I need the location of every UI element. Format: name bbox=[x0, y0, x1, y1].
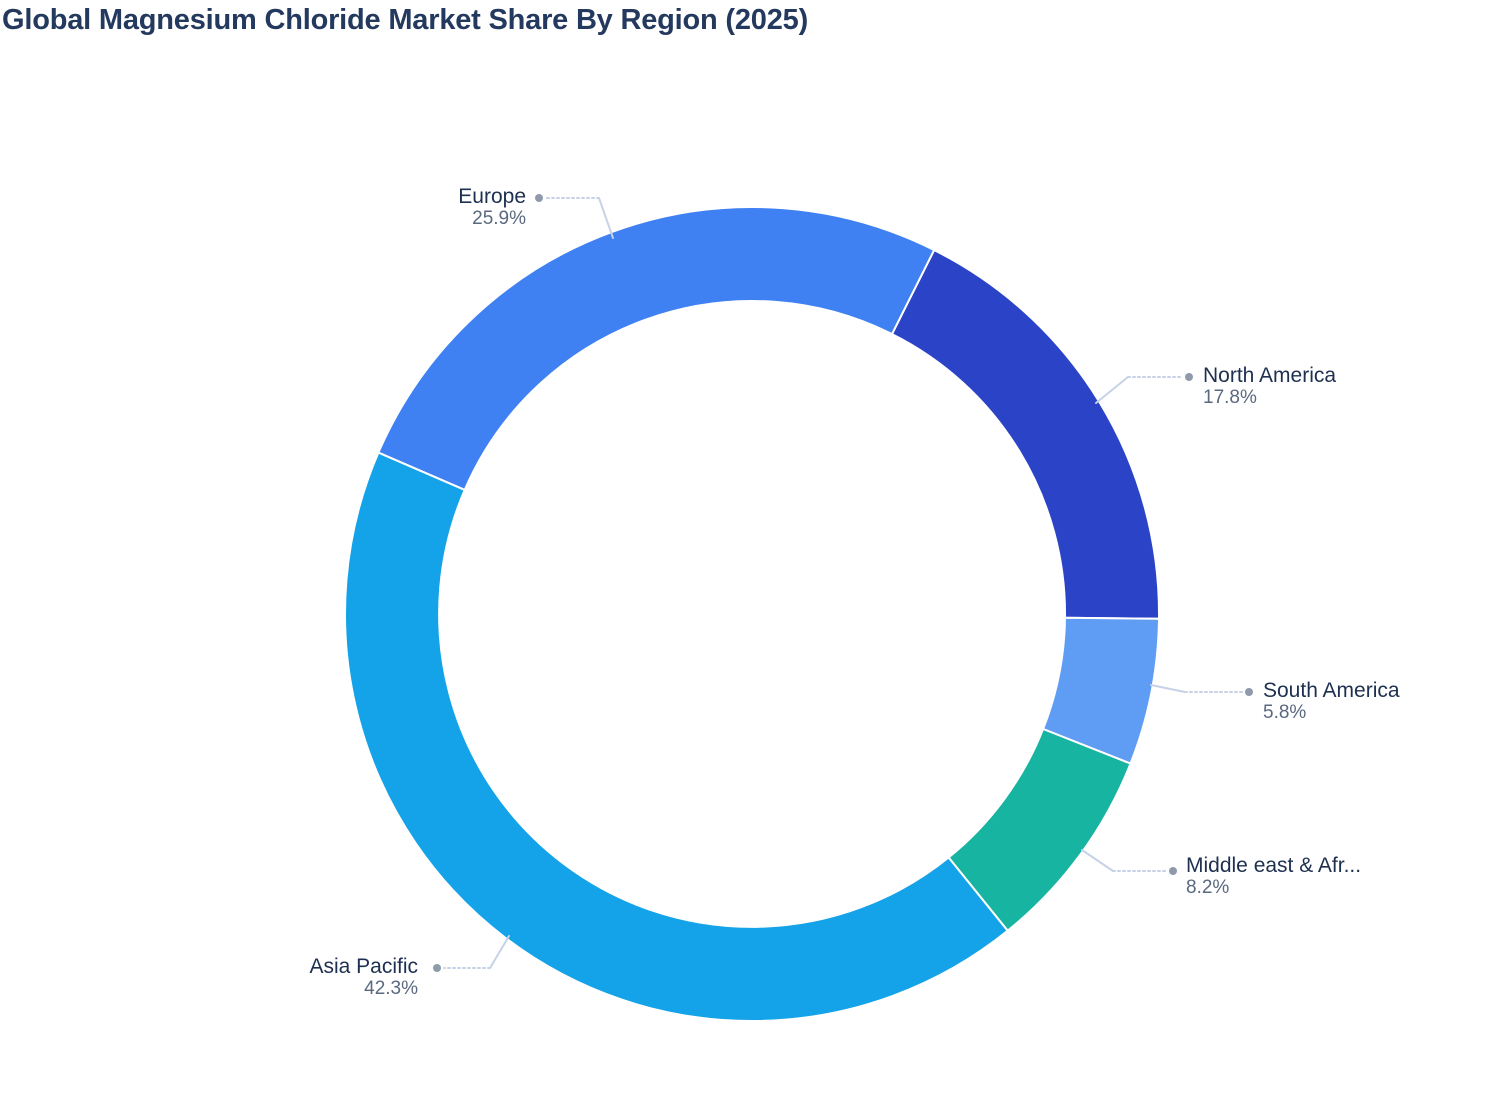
leader-line-middle-east-afr-diagonal bbox=[1081, 849, 1114, 872]
region-value: 42.3% bbox=[364, 978, 418, 999]
leader-dot-south-america bbox=[1245, 688, 1253, 696]
leader-line-asia-pacific-diagonal bbox=[489, 935, 510, 969]
label-north-america: North America 17.8% bbox=[1203, 364, 1336, 409]
label-asia-pacific: Asia Pacific 42.3% bbox=[309, 955, 418, 1000]
region-value: 17.8% bbox=[1203, 387, 1257, 408]
label-south-america: South America 5.8% bbox=[1263, 679, 1400, 724]
region-value: 8.2% bbox=[1186, 877, 1230, 898]
leader-line-north-america-diagonal bbox=[1095, 376, 1129, 404]
pie-slices bbox=[344, 206, 1161, 1022]
leader-dot-europe bbox=[535, 194, 543, 202]
region-value: 25.9% bbox=[472, 208, 526, 229]
region-name: Asia Pacific bbox=[309, 955, 418, 978]
page-title: Global Magnesium Chloride Market Share B… bbox=[2, 4, 809, 36]
leader-dot-asia-pacific bbox=[433, 964, 441, 972]
region-name: Middle east & Afr... bbox=[1186, 854, 1362, 877]
leader-line-europe-diagonal bbox=[598, 197, 614, 239]
label-europe: Europe 25.9% bbox=[458, 185, 526, 230]
leader-line-south-america-diagonal bbox=[1150, 684, 1186, 693]
region-name: South America bbox=[1263, 679, 1400, 702]
pie-slice-north-america[interactable] bbox=[891, 249, 1161, 620]
pie-slice-europe[interactable] bbox=[377, 206, 936, 491]
leader-lines bbox=[433, 194, 1253, 972]
pie-slice-asia-pacific[interactable] bbox=[344, 451, 1009, 1022]
label-middle-east-afr: Middle east & Afr... 8.2% bbox=[1186, 854, 1361, 899]
leader-dot-middle-east-afr bbox=[1169, 867, 1177, 875]
region-name: North America bbox=[1203, 364, 1337, 387]
leader-dot-north-america bbox=[1185, 373, 1193, 381]
region-name: Europe bbox=[458, 185, 526, 208]
region-value: 5.8% bbox=[1263, 702, 1307, 723]
